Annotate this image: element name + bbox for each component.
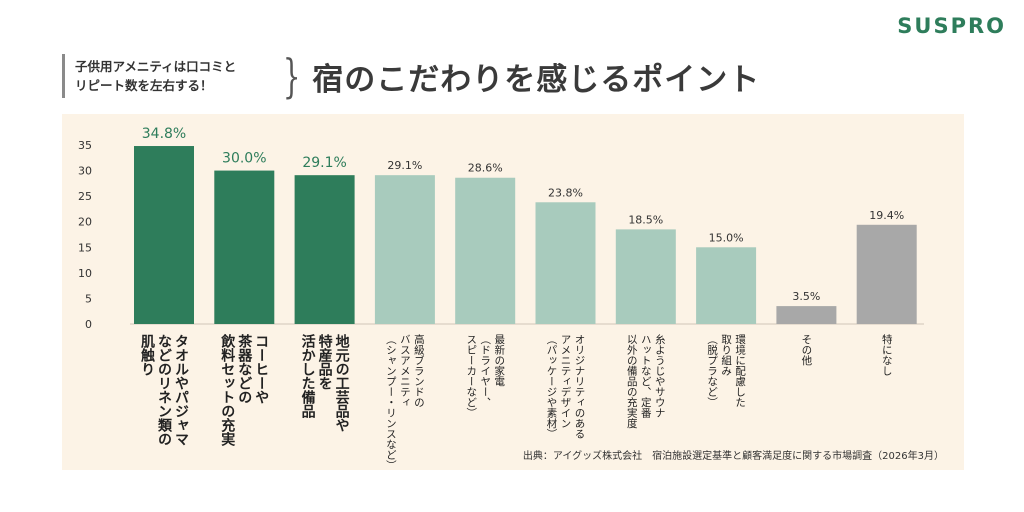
category-label: 特になし <box>881 334 893 376</box>
category-label: 活かした備品 <box>300 333 316 419</box>
bar <box>535 202 596 324</box>
source-note: 出典：アイグッズ株式会社 宿泊施設選定基準と顧客満足度に関する市場調査（2026… <box>522 451 944 462</box>
category-label: 地元の工芸品や <box>334 333 350 432</box>
y-tick-label: 5 <box>85 292 92 305</box>
bar <box>776 306 837 324</box>
bar-value-label: 29.1% <box>387 159 422 172</box>
header-subtitle-line1: 子供用アメニティは口コミと <box>75 59 237 74</box>
y-tick-label: 35 <box>78 139 92 152</box>
brand-logo: SUSPRO <box>897 14 1006 38</box>
category-label: （シャンプー・リンスなど） <box>385 334 397 470</box>
category-label: （脱プラなど） <box>706 334 718 408</box>
category-label: コーヒーや <box>253 334 269 404</box>
category-label: その他 <box>800 334 812 366</box>
category-label: 取り組み <box>720 334 732 376</box>
bar-value-label: 15.0% <box>709 231 744 244</box>
y-tick-label: 20 <box>78 216 92 229</box>
page-title: 宿のこだわりを感じるポイント <box>312 61 761 98</box>
bar <box>455 177 516 324</box>
bar <box>374 175 435 324</box>
category-label: （ドライヤー、 <box>479 334 491 408</box>
bar <box>615 229 676 324</box>
category-label: 最新の家電 <box>493 334 505 387</box>
category-label: 肌触り <box>139 334 156 376</box>
category-label: バスアメニティ <box>399 334 411 408</box>
header-brace: } <box>282 49 301 103</box>
bar-value-label: 3.5% <box>792 290 820 303</box>
y-tick-label: 10 <box>78 267 92 280</box>
bar <box>856 224 917 324</box>
y-tick-label: 0 <box>85 318 92 331</box>
category-label: タオルやパジャマ <box>173 334 189 446</box>
category-label: などのリネン類の <box>156 334 173 446</box>
bar <box>134 146 194 324</box>
category-label: 茶器などの <box>236 333 253 404</box>
page-header: 子供用アメニティは口コミと リピート数を左右する！ } 宿のこだわりを感じるポイ… <box>62 49 761 103</box>
category-label: 飲料セットの充実 <box>219 333 236 447</box>
bar <box>294 175 355 324</box>
bar-value-label: 28.6% <box>468 162 503 175</box>
category-label: アメニティデザイン <box>560 334 572 429</box>
category-label: ハットなど、定番 <box>640 334 652 419</box>
bar <box>696 247 757 324</box>
bar-value-label: 18.5% <box>628 213 663 226</box>
category-label: （パッケージや素材） <box>546 334 558 439</box>
category-label: スピーカーなど） <box>465 334 477 418</box>
y-tick-label: 30 <box>78 165 92 178</box>
category-label: 高級ブランドの <box>413 333 425 407</box>
category-label: 糸ようじやサウナ <box>654 334 666 418</box>
category-label: オリジナリティのある <box>574 334 586 439</box>
category-label: 特産品を <box>317 333 333 390</box>
category-label: 以外の備品の充実度 <box>626 334 638 429</box>
bar-value-label: 30.0% <box>222 151 266 167</box>
bar-value-label: 19.4% <box>869 209 904 222</box>
header-accent-bar <box>62 54 65 98</box>
y-tick-label: 25 <box>78 190 92 203</box>
y-tick-label: 15 <box>78 241 92 254</box>
bar-value-label: 34.8% <box>142 126 186 142</box>
bar-value-label: 23.8% <box>548 186 583 199</box>
category-label: 環境に配慮した <box>734 334 746 408</box>
chart-panel: 0 5 10 15 20 25 30 35 34.8% タオルやパジャマ などのリネン類の 肌触り 30… <box>62 114 964 470</box>
bar <box>214 170 275 324</box>
bar-value-label: 29.1% <box>302 155 346 171</box>
header-subtitle-line2: リピート数を左右する！ <box>75 78 213 93</box>
header-subtitle: 子供用アメニティは口コミと リピート数を左右する！ <box>75 57 273 95</box>
